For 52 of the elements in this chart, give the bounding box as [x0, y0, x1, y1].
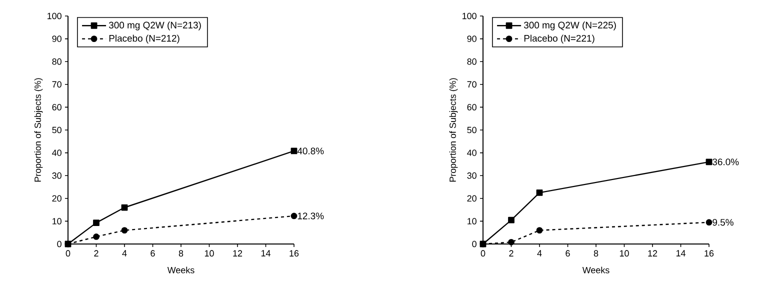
- data-label: 9.5%: [712, 218, 734, 226]
- y-tick-label: 50: [467, 126, 476, 134]
- y-tick-label: 30: [52, 172, 62, 179]
- data-label: 40.8%: [297, 148, 324, 154]
- y-tick-label: 20: [467, 195, 476, 202]
- y-tick-label: 10: [468, 218, 476, 224]
- x-axis-title: Weeks: [582, 266, 610, 274]
- y-tick-label: 70: [52, 81, 62, 88]
- x-tick-label: 6: [566, 250, 570, 257]
- data-label: 12.3%: [298, 212, 324, 220]
- y-tick-label: 100: [462, 12, 476, 20]
- y-tick-label: 40: [52, 150, 62, 156]
- x-tick-label: 10: [620, 250, 629, 257]
- x-tick-label: 14: [676, 250, 686, 256]
- data-label: 36.0%: [712, 158, 739, 166]
- x-tick-label: 16: [290, 250, 299, 257]
- y-tick-label: 80: [467, 58, 476, 65]
- y-tick-label: 10: [52, 218, 62, 224]
- y-tick-label: 60: [467, 104, 476, 110]
- y-tick-label: 70: [467, 81, 476, 88]
- x-tick-label: 8: [594, 250, 598, 257]
- legend-label: Placebo (N=221): [524, 34, 594, 44]
- x-tick-label: 2: [509, 250, 514, 256]
- y-axis-title: Proportion of Subjects (%): [34, 78, 43, 182]
- x-tick-label: 16: [704, 250, 714, 257]
- y-tick-label: 0: [57, 240, 62, 248]
- x-tick-label: 10: [204, 250, 214, 257]
- y-tick-label: 80: [52, 58, 62, 65]
- x-tick-label: 2: [94, 250, 98, 256]
- x-axis-title: Weeks: [167, 266, 194, 274]
- legend-label: Placebo (N=212): [109, 34, 180, 44]
- x-tick-label: 0: [480, 250, 486, 257]
- x-tick-label: 4: [122, 250, 127, 256]
- legend-label: 300 mg Q2W (N=225): [524, 22, 616, 30]
- x-tick-label: 0: [66, 250, 70, 257]
- x-tick-label: 12: [233, 250, 242, 256]
- y-tick-label: 60: [52, 104, 62, 110]
- x-tick-label: 12: [648, 250, 658, 256]
- y-tick-label: 20: [52, 195, 62, 202]
- x-tick-label: 6: [150, 250, 155, 257]
- y-tick-label: 90: [467, 36, 476, 42]
- y-tick-label: 90: [52, 36, 62, 42]
- y-tick-label: 30: [467, 172, 476, 179]
- legend-label: 300 mg Q2W (N=213): [108, 22, 201, 30]
- y-axis-title: Proportion of Subjects (%): [449, 78, 458, 182]
- y-tick-label: 100: [48, 12, 62, 20]
- x-tick-label: 14: [261, 250, 270, 256]
- y-tick-label: 0: [472, 240, 476, 248]
- x-tick-label: 4: [537, 250, 542, 256]
- y-tick-label: 40: [467, 150, 476, 156]
- x-tick-label: 8: [178, 250, 184, 257]
- y-tick-label: 50: [52, 126, 62, 134]
